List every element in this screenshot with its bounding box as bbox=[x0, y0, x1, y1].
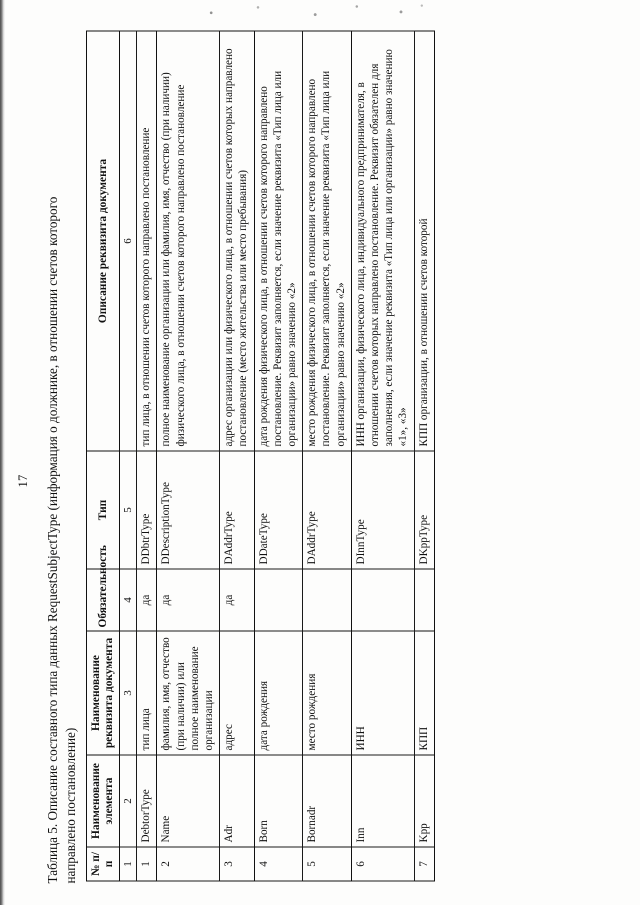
column-header-mandatory: Обязательность bbox=[86, 545, 120, 631]
cell-type: DAddrType bbox=[302, 450, 352, 569]
table-row: 7 Kpp КПП DKppType КПП организации, в от… bbox=[414, 30, 435, 881]
page-number: 17 bbox=[16, 473, 30, 487]
column-number-3: 3 bbox=[119, 630, 137, 755]
column-number-row: 1 2 3 4 5 6 bbox=[119, 30, 137, 881]
cell-element: Born bbox=[254, 754, 303, 847]
cell-mandatory: да bbox=[136, 568, 157, 631]
cell-requisite: тип лица bbox=[136, 630, 157, 755]
cell-description: адрес организации или физического лица, … bbox=[219, 30, 255, 451]
cell-number: 3 bbox=[219, 846, 255, 881]
cell-type: DDbtrType bbox=[136, 450, 157, 569]
table-row: 5 Bornadr место рождения DAddrType место… bbox=[302, 30, 352, 881]
cell-mandatory: да bbox=[156, 568, 220, 631]
table-row: 2 Name фамилия, имя, отчество (при налич… bbox=[156, 30, 220, 881]
cell-number: 7 bbox=[414, 846, 435, 881]
cell-description: КПП организации, в отношении счетов кото… bbox=[414, 30, 435, 451]
cell-type: DKppType bbox=[414, 450, 435, 569]
column-number-5: 5 bbox=[119, 450, 137, 569]
cell-mandatory bbox=[302, 568, 352, 631]
cell-element: Inn bbox=[351, 754, 415, 847]
page-title-line-1: Таблица 5. Описание составного типа данн… bbox=[45, 196, 60, 883]
cell-element: Bornadr bbox=[302, 754, 352, 847]
cell-type: DDateType bbox=[254, 450, 303, 569]
scan-edge-shadow bbox=[0, 0, 5, 905]
column-number-1: 1 bbox=[119, 846, 137, 881]
cell-number: 4 bbox=[254, 846, 303, 881]
table-row: 4 Born дата рождения DDateType дата рожд… bbox=[254, 30, 303, 881]
request-subject-type-table: № п/п Наименование элемента Наименование… bbox=[86, 30, 435, 881]
column-header-requisite: Наименование реквизита документа bbox=[86, 630, 120, 755]
cell-requisite: ИНН bbox=[351, 630, 415, 755]
cell-type: DInnType bbox=[351, 450, 415, 569]
cell-requisite: адрес bbox=[219, 630, 255, 755]
cell-type: DDescriptionType bbox=[156, 450, 220, 569]
cell-number: 6 bbox=[351, 846, 415, 881]
column-header-number: № п/п bbox=[86, 846, 120, 881]
cell-requisite: фамилия, имя, отчество (при наличии) или… bbox=[156, 630, 220, 755]
cell-mandatory: да bbox=[219, 568, 255, 631]
cell-element: Kpp bbox=[414, 754, 435, 847]
cell-type: DAddrType bbox=[219, 450, 255, 569]
table-row: 1 DebtorType тип лица да DDbtrType тип л… bbox=[136, 30, 157, 881]
column-number-4: 4 bbox=[119, 568, 137, 631]
column-number-6: 6 bbox=[119, 30, 137, 451]
column-header-description: Описание реквизита документа bbox=[86, 30, 120, 451]
table-header: № п/п Наименование элемента Наименование… bbox=[86, 30, 120, 881]
table-header-row: № п/п Наименование элемента Наименование… bbox=[86, 30, 120, 881]
column-header-element: Наименование элемента bbox=[86, 754, 120, 847]
cell-number: 1 bbox=[136, 846, 157, 881]
cell-mandatory bbox=[414, 568, 435, 631]
cell-number: 5 bbox=[302, 846, 352, 881]
column-number-2: 2 bbox=[119, 754, 137, 847]
cell-requisite: дата рождения bbox=[254, 630, 303, 755]
cell-requisite: место рождения bbox=[302, 630, 352, 755]
cell-description: дата рождения физического лица, в отноше… bbox=[254, 30, 303, 451]
cell-description: тип лица, в отношении счетов которого на… bbox=[136, 30, 157, 451]
page-title-line-2: направлено постановление) bbox=[63, 727, 78, 883]
table-body: 1 2 3 4 5 6 1 DebtorType тип лица да DDb… bbox=[119, 30, 435, 881]
table-row: 3 Adr адрес да DAddrType адрес организац… bbox=[219, 30, 255, 881]
scan-speckle-artifact bbox=[180, 2, 440, 20]
cell-element: Adr bbox=[219, 754, 255, 847]
page-title: Таблица 5. Описание составного типа данн… bbox=[44, 17, 80, 883]
cell-description: ИНН организации, физического лица, индив… bbox=[351, 30, 415, 451]
cell-requisite: КПП bbox=[414, 630, 435, 755]
cell-description: место рождения физического лица, в отнош… bbox=[302, 30, 352, 451]
cell-number: 2 bbox=[156, 846, 220, 881]
cell-element: Name bbox=[156, 754, 220, 847]
cell-mandatory bbox=[254, 568, 303, 631]
cell-description: полное наименование организации или фами… bbox=[156, 30, 220, 451]
table-row: 6 Inn ИНН DInnType ИНН организации, физи… bbox=[351, 30, 415, 881]
cell-element: DebtorType bbox=[136, 754, 157, 847]
cell-mandatory bbox=[351, 568, 415, 631]
